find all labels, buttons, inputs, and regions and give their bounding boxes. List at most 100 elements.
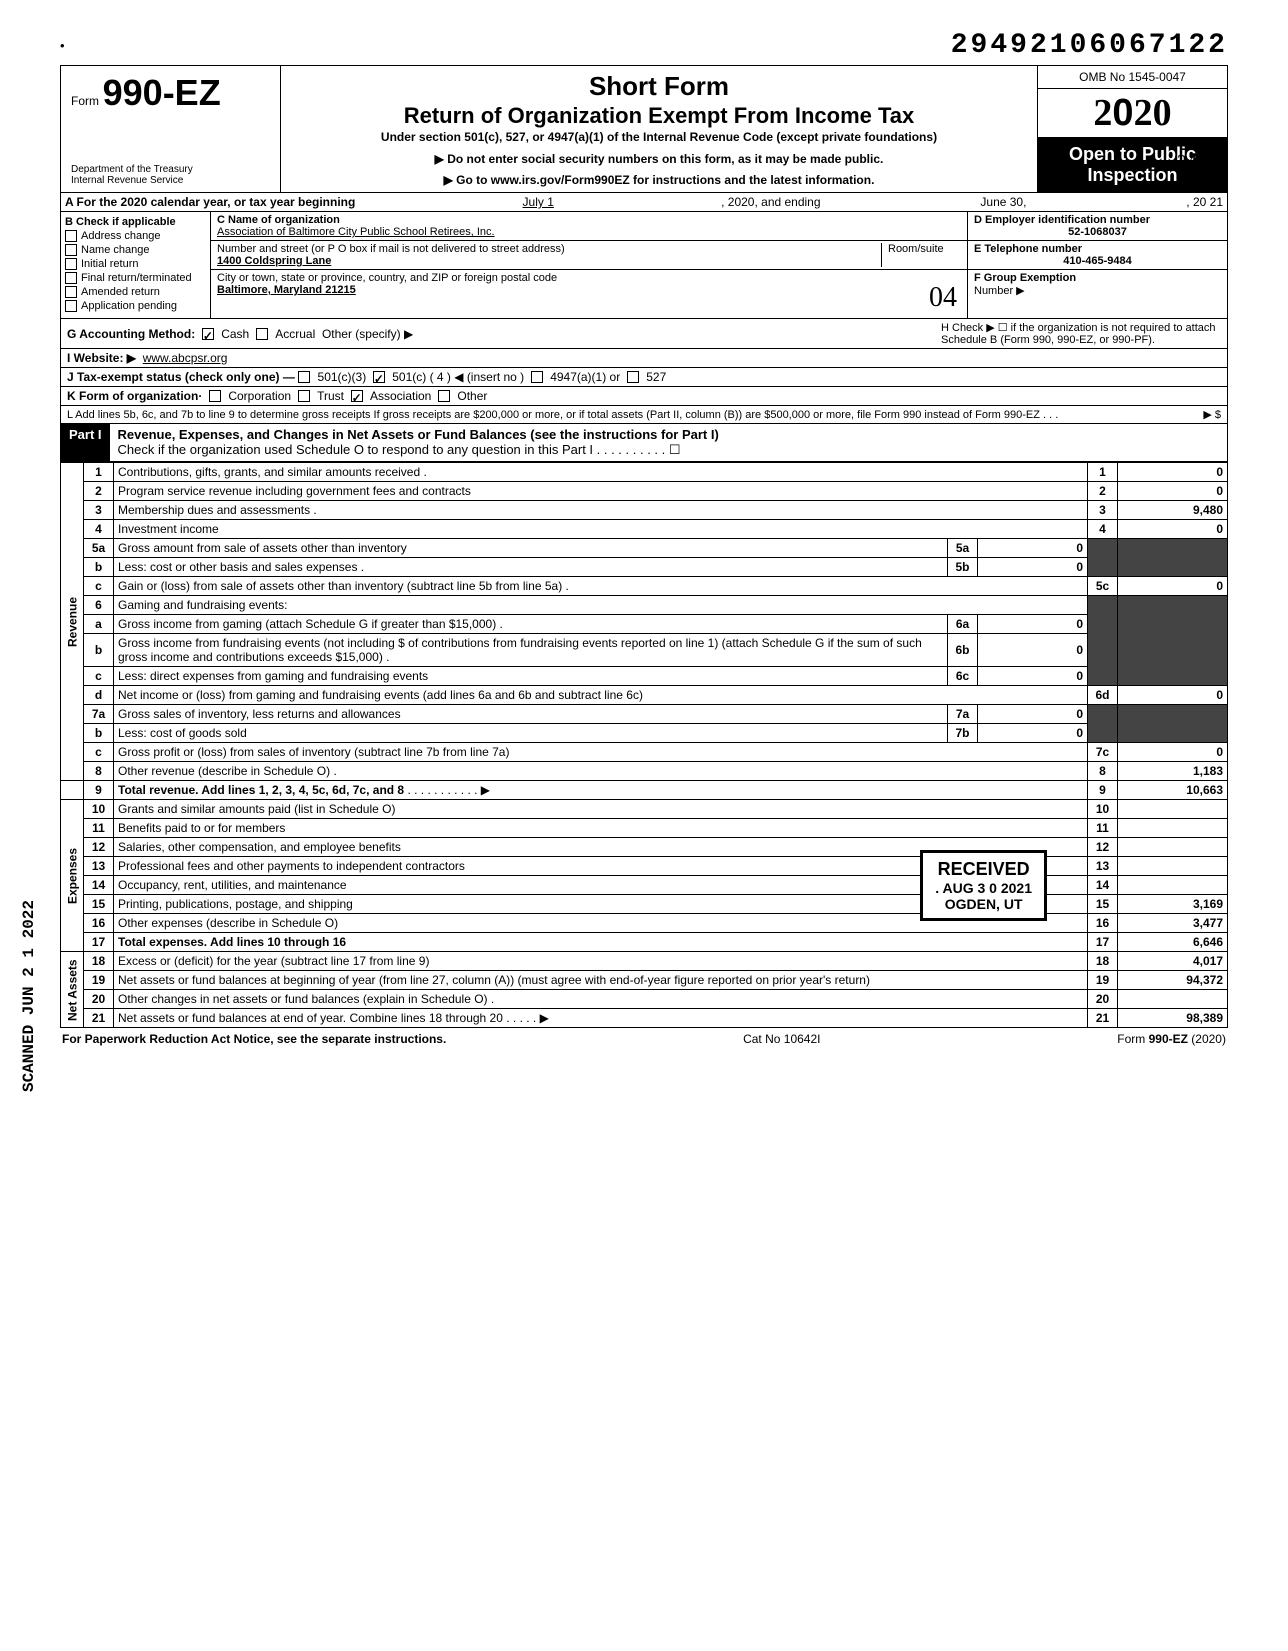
label-4947: 4947(a)(1) or xyxy=(550,370,620,384)
line-5c-desc: Gain or (loss) from sale of assets other… xyxy=(114,577,1088,596)
line-6d-desc: Net income or (loss) from gaming and fun… xyxy=(114,686,1088,705)
instruction-line-2: ▶ Go to www.irs.gov/Form990EZ for instru… xyxy=(291,173,1027,187)
handwritten-04: 04 xyxy=(929,282,957,314)
part-1-title: Revenue, Expenses, and Changes in Net As… xyxy=(118,427,1219,442)
line-5b-boxval: 0 xyxy=(978,558,1088,577)
line-1-desc: Contributions, gifts, grants, and simila… xyxy=(118,465,427,479)
line-6-desc: Gaming and fundraising events: xyxy=(114,596,1088,615)
line-2-amtnum: 2 xyxy=(1088,482,1118,501)
top-mark: • xyxy=(60,38,65,53)
side-revenue: Revenue xyxy=(61,463,84,781)
line-6b-boxval: 0 xyxy=(978,634,1088,667)
line-13-val xyxy=(1118,857,1228,876)
line-7c-amtnum: 7c xyxy=(1088,743,1118,762)
form-number: 990-EZ xyxy=(103,72,221,113)
section-b-header: B Check if applicable xyxy=(65,216,176,228)
cb-527[interactable] xyxy=(627,371,639,383)
line-19-val: 94,372 xyxy=(1118,971,1228,990)
line-9-val: 10,663 xyxy=(1118,781,1228,800)
line-7a-boxval: 0 xyxy=(978,705,1088,724)
line-8-desc: Other revenue (describe in Schedule O) . xyxy=(114,762,1088,781)
line-20-val xyxy=(1118,990,1228,1009)
line-5a-desc: Gross amount from sale of assets other t… xyxy=(114,539,948,558)
row-i-label: I Website: ▶ xyxy=(67,351,136,365)
line-3-val: 9,480 xyxy=(1118,501,1228,520)
line-3-desc: Membership dues and assessments . xyxy=(114,501,1088,520)
footer-left: For Paperwork Reduction Act Notice, see … xyxy=(62,1032,446,1046)
cb-amended-return[interactable] xyxy=(65,286,77,298)
line-6d-val: 0 xyxy=(1118,686,1228,705)
line-6c-boxval: 0 xyxy=(978,667,1088,686)
line-6a-boxval: 0 xyxy=(978,615,1088,634)
tax-year-begin: July 1 xyxy=(355,195,721,209)
line-7b-desc: Less: cost of goods sold xyxy=(114,724,948,743)
line-21-desc: Net assets or fund balances at end of ye… xyxy=(118,1011,503,1025)
cb-application-pending[interactable] xyxy=(65,300,77,312)
line-7a-box: 7a xyxy=(948,705,978,724)
line-13-amtnum: 13 xyxy=(1088,857,1118,876)
row-j-label: J Tax-exempt status (check only one) — xyxy=(67,370,295,384)
line-5a-box: 5a xyxy=(948,539,978,558)
city-label: City or town, state or province, country… xyxy=(217,272,961,284)
line-6c-desc: Less: direct expenses from gaming and fu… xyxy=(114,667,948,686)
section-c-label: C Name of organization xyxy=(217,214,961,226)
line-11-amtnum: 11 xyxy=(1088,819,1118,838)
line-15-amtnum: 15 xyxy=(1088,895,1118,914)
line-4-val: 0 xyxy=(1118,520,1228,539)
omb-number: OMB No 1545-0047 xyxy=(1038,66,1227,89)
part-1-label: Part I xyxy=(61,424,110,461)
cb-final-return[interactable] xyxy=(65,272,77,284)
short-form-title: Short Form xyxy=(291,71,1027,102)
line-21-val: 98,389 xyxy=(1118,1009,1228,1028)
line-1-val: 0 xyxy=(1118,463,1228,482)
line-17-val: 6,646 xyxy=(1118,933,1228,952)
line-5b-box: 5b xyxy=(948,558,978,577)
line-21-amtnum: 21 xyxy=(1088,1009,1118,1028)
label-final-return: Final return/terminated xyxy=(81,272,192,284)
label-cash: Cash xyxy=(221,327,249,341)
line-4-desc: Investment income xyxy=(114,520,1088,539)
line-2-desc: Program service revenue including govern… xyxy=(114,482,1088,501)
line-16-val: 3,477 xyxy=(1118,914,1228,933)
cb-corporation[interactable] xyxy=(209,390,221,402)
cb-cash[interactable]: ✓ xyxy=(202,328,214,340)
cb-501c3[interactable] xyxy=(298,371,310,383)
street-label: Number and street (or P O box if mail is… xyxy=(217,243,881,255)
website-value: www.abcpsr.org xyxy=(143,351,228,365)
row-a-yr: , 20 21 xyxy=(1186,195,1223,209)
cb-501c[interactable]: ✓ xyxy=(373,371,385,383)
label-accrual: Accrual xyxy=(275,327,315,341)
label-association: Association xyxy=(370,389,431,403)
line-10-amtnum: 10 xyxy=(1088,800,1118,819)
cb-address-change[interactable] xyxy=(65,230,77,242)
row-l-arrow: ▶ $ xyxy=(1203,408,1221,421)
footer-right: Form 990-EZ (2020) xyxy=(1117,1032,1226,1046)
cb-trust[interactable] xyxy=(298,390,310,402)
cb-other-org[interactable] xyxy=(438,390,450,402)
city-value: Baltimore, Maryland 21215 xyxy=(217,284,356,296)
cb-4947[interactable] xyxy=(531,371,543,383)
line-16-amtnum: 16 xyxy=(1088,914,1118,933)
line-6a-desc: Gross income from gaming (attach Schedul… xyxy=(114,615,948,634)
line-11-desc: Benefits paid to or for members xyxy=(114,819,1088,838)
label-corporation: Corporation xyxy=(228,389,291,403)
line-5c-amtnum: 5c xyxy=(1088,577,1118,596)
cb-accrual[interactable] xyxy=(256,328,268,340)
cb-association[interactable]: ✓ xyxy=(351,390,363,402)
cb-name-change[interactable] xyxy=(65,244,77,256)
line-10-val xyxy=(1118,800,1228,819)
label-501c: 501(c) ( 4 ) ◀ (insert no ) xyxy=(392,370,524,384)
line-19-desc: Net assets or fund balances at beginning… xyxy=(114,971,1088,990)
cb-initial-return[interactable] xyxy=(65,258,77,270)
line-2-val: 0 xyxy=(1118,482,1228,501)
label-application-pending: Application pending xyxy=(81,300,177,312)
label-527: 527 xyxy=(646,370,666,384)
line-8-val: 1,183 xyxy=(1118,762,1228,781)
ein-value: 52-1068037 xyxy=(1068,226,1127,238)
row-a-text: A For the 2020 calendar year, or tax yea… xyxy=(65,195,355,209)
label-initial-return: Initial return xyxy=(81,258,138,270)
line-6b-desc: Gross income from fundraising events (no… xyxy=(114,634,948,667)
line-8-amtnum: 8 xyxy=(1088,762,1118,781)
received-loc: OGDEN, UT xyxy=(935,896,1032,912)
line-7c-desc: Gross profit or (loss) from sales of inv… xyxy=(114,743,1088,762)
